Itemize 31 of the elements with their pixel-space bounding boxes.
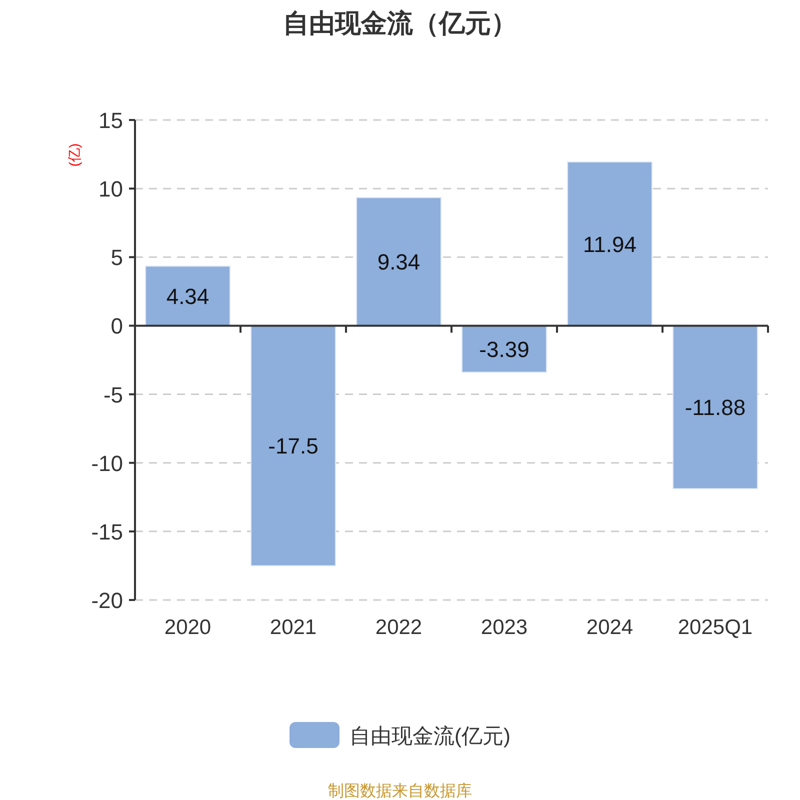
x-tick-label: 2024 bbox=[586, 616, 634, 639]
y-tick-label: -10 bbox=[91, 450, 123, 476]
y-tick-label: -15 bbox=[91, 519, 123, 544]
bar bbox=[567, 161, 652, 326]
data-label: 4.34 bbox=[166, 284, 210, 309]
y-tick-label: 10 bbox=[98, 176, 123, 202]
bar bbox=[250, 325, 336, 566]
data-label: -3.39 bbox=[479, 336, 530, 362]
y-tick-label: -5 bbox=[103, 382, 123, 408]
x-tick-label: 2021 bbox=[270, 616, 317, 639]
y-tick-label: -20 bbox=[91, 588, 123, 613]
x-tick-label: 2023 bbox=[480, 616, 528, 639]
chart-title: 自由现金流（亿元） bbox=[283, 8, 517, 38]
bar bbox=[356, 197, 442, 326]
y-tick-label: 0 bbox=[110, 314, 123, 339]
y-tick-label: 5 bbox=[110, 245, 123, 270]
data-label: -17.5 bbox=[268, 434, 318, 459]
x-tick-label: 2025Q1 bbox=[678, 616, 753, 639]
bar bbox=[462, 325, 547, 373]
data-label: 9.34 bbox=[377, 250, 420, 275]
x-tick-label: 2022 bbox=[375, 616, 422, 639]
legend: 自由现金流(亿元) bbox=[290, 722, 510, 748]
text: 制图数据来自数据库 bbox=[328, 782, 472, 800]
legend-label: 自由现金流(亿元) bbox=[350, 725, 510, 748]
data-label: -11.88 bbox=[684, 395, 746, 420]
x-tick-label: 2020 bbox=[164, 616, 212, 639]
y-tick-label: 15 bbox=[98, 108, 123, 133]
bar bbox=[145, 266, 230, 326]
bar bbox=[672, 325, 758, 490]
data-label: 11.94 bbox=[583, 232, 636, 257]
y-axis-title: (亿) bbox=[66, 143, 82, 167]
